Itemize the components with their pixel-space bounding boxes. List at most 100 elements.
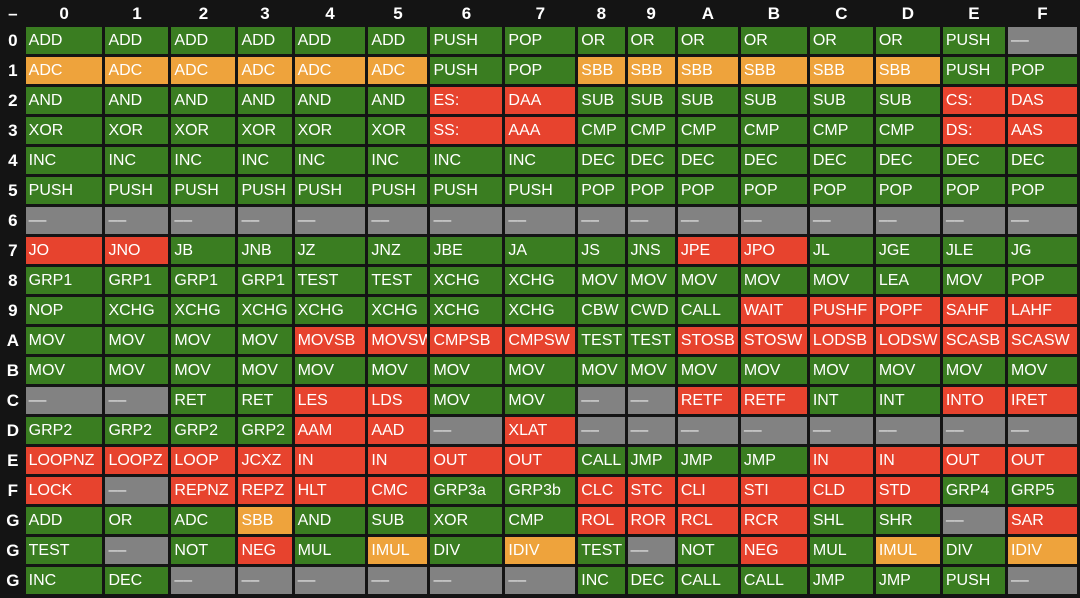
opcode-cell: ––	[238, 567, 292, 594]
opcode-cell: JMP	[809, 567, 873, 594]
opcode-cell: XOR	[25, 117, 103, 144]
opcode-cell: TEST	[368, 267, 428, 294]
opcode-cell: INC	[105, 147, 169, 174]
opcode-cell: JO	[25, 237, 103, 264]
opcode-cell: ––	[875, 417, 940, 444]
opcode-cell: JNZ	[368, 237, 428, 264]
opcode-cell: CALL	[677, 567, 738, 594]
opcode-cell: AAS	[1007, 117, 1077, 144]
opcode-cell: PUSH	[238, 177, 292, 204]
opcode-cell: OR	[627, 27, 675, 54]
opcode-cell: INC	[430, 147, 503, 174]
opcode-cell: DEC	[627, 567, 675, 594]
table-row: 0 ADD ADD ADD ADD ADD ADD PUSH POP OR OR OR OR OR OR PU…	[3, 27, 1077, 54]
opcode-cell: ––	[578, 207, 625, 234]
column-header: 4	[325, 3, 335, 23]
opcode-cell: MOVSW	[368, 327, 428, 354]
column-header: 5	[393, 3, 403, 23]
opcode-cell: POP	[942, 177, 1005, 204]
opcode-cell: JS	[578, 237, 625, 264]
opcode-cell: SAR	[1007, 507, 1077, 534]
opcode-cell: OUT	[1007, 447, 1077, 474]
row-label: D	[6, 420, 19, 440]
table-row: D GRP2 GRP2 GRP2 GRP2 AAM AAD –– XLAT –– –– –– –– –– –…	[3, 417, 1077, 444]
table-row: 3 XOR XOR XOR XOR XOR XOR SS: AAA CMP CMP CMP CMP CMP…	[3, 117, 1077, 144]
column-header: 3	[260, 3, 270, 23]
opcode-cell: ADC	[171, 507, 236, 534]
opcode-cell: ADC	[238, 57, 292, 84]
opcode-cell: ––	[1007, 417, 1077, 444]
opcode-cell: POP	[1007, 177, 1077, 204]
opcode-cell: GRP4	[942, 477, 1005, 504]
table-row: F LOCK –– REPNZ REPZ HLT CMC GRP3a GRP3b CLC STC CL…	[3, 477, 1077, 504]
opcode-cell: CMP	[875, 117, 940, 144]
opcode-cell: TEST	[294, 267, 366, 294]
opcode-cell: RET	[171, 387, 236, 414]
opcode-cell: AND	[105, 87, 169, 114]
opcode-cell: OR	[105, 507, 169, 534]
opcode-cell: ––	[505, 207, 576, 234]
opcode-cell: ––	[430, 207, 503, 234]
opcode-cell: GRP3a	[430, 477, 503, 504]
opcode-cell: JBE	[430, 237, 503, 264]
opcode-cell: SHL	[809, 507, 873, 534]
opcode-cell: IN	[809, 447, 873, 474]
opcode-cell: INC	[294, 147, 366, 174]
opcode-cell: DEC	[740, 147, 807, 174]
corner-header: –	[8, 3, 18, 23]
opcode-cell: ADC	[368, 57, 428, 84]
opcode-cell: PUSH	[25, 177, 103, 204]
opcode-cell: STD	[875, 477, 940, 504]
opcode-cell: ––	[368, 207, 428, 234]
opcode-cell: MOV	[25, 357, 103, 384]
opcode-cell: XCHG	[105, 297, 169, 324]
opcode-cell: ––	[740, 207, 807, 234]
opcode-cell: LODSB	[809, 327, 873, 354]
opcode-cell: NOT	[171, 537, 236, 564]
table-row: B MOV MOV MOV MOV MOV MOV MOV MOV MOV MOV MOV MOV MOV…	[3, 357, 1077, 384]
opcode-cell: MOV	[505, 387, 576, 414]
row-label: 2	[8, 90, 18, 110]
opcode-cell: DEC	[809, 147, 873, 174]
opcode-cell: SBB	[627, 57, 675, 84]
opcode-cell: INC	[25, 147, 103, 174]
opcode-cell: SBB	[740, 57, 807, 84]
column-header: C	[835, 3, 848, 23]
opcode-cell: LAHF	[1007, 297, 1077, 324]
opcode-cell: CALL	[740, 567, 807, 594]
opcode-cell: MOV	[238, 327, 292, 354]
opcode-cell: JPO	[740, 237, 807, 264]
opcode-cell: MOV	[809, 357, 873, 384]
opcode-cell: CALL	[677, 297, 738, 324]
opcode-cell: IN	[368, 447, 428, 474]
opcode-cell: LODSW	[875, 327, 940, 354]
opcode-cell: POP	[677, 177, 738, 204]
opcode-cell: CLI	[677, 477, 738, 504]
opcode-cell: XOR	[238, 117, 292, 144]
opcode-cell: MOV	[677, 357, 738, 384]
opcode-cell: ––	[677, 417, 738, 444]
column-header: A	[701, 3, 714, 23]
opcode-cell: PUSHF	[809, 297, 873, 324]
opcode-cell: LOOPZ	[105, 447, 169, 474]
opcode-cell: XOR	[430, 507, 503, 534]
opcode-cell: ADD	[25, 507, 103, 534]
opcode-cell: MOV	[677, 267, 738, 294]
opcode-cell: DEC	[942, 147, 1005, 174]
opcode-cell: INC	[505, 147, 576, 174]
opcode-cell: LOOPNZ	[25, 447, 103, 474]
opcode-cell: TEST	[578, 537, 625, 564]
opcode-cell: PUSH	[294, 177, 366, 204]
opcode-cell: NOP	[25, 297, 103, 324]
column-header: B	[767, 3, 780, 23]
opcode-cell: IMUL	[875, 537, 940, 564]
opcode-cell: CLC	[578, 477, 625, 504]
opcode-cell: SUB	[875, 87, 940, 114]
opcode-cell: MOVSB	[294, 327, 366, 354]
opcode-cell: POP	[875, 177, 940, 204]
opcode-cell: INT	[875, 387, 940, 414]
opcode-cell: DEC	[105, 567, 169, 594]
opcode-cell: MOV	[171, 327, 236, 354]
opcode-cell: JZ	[294, 237, 366, 264]
